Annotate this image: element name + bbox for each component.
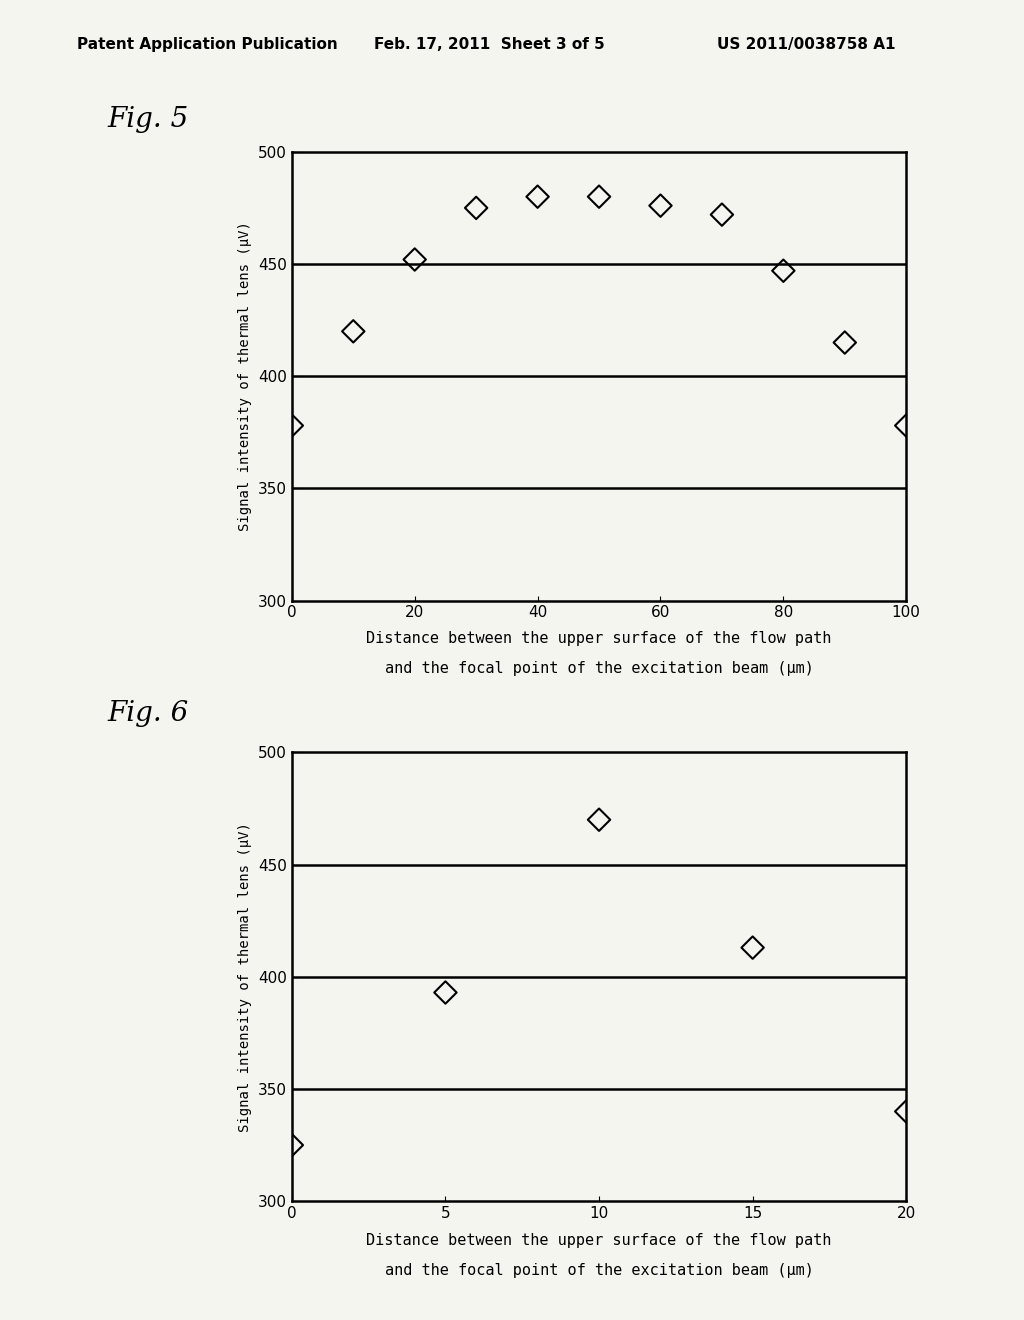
Y-axis label: Signal intensity of thermal lens (μV): Signal intensity of thermal lens (μV) bbox=[239, 822, 253, 1131]
Text: and the focal point of the excitation beam (μm): and the focal point of the excitation be… bbox=[385, 661, 813, 676]
Text: Patent Application Publication: Patent Application Publication bbox=[77, 37, 338, 51]
Point bbox=[775, 260, 792, 281]
Point bbox=[284, 1135, 300, 1156]
Text: US 2011/0038758 A1: US 2011/0038758 A1 bbox=[717, 37, 895, 51]
Text: Feb. 17, 2011  Sheet 3 of 5: Feb. 17, 2011 Sheet 3 of 5 bbox=[374, 37, 604, 51]
Point bbox=[437, 982, 454, 1003]
Point bbox=[284, 414, 300, 436]
Point bbox=[837, 331, 853, 352]
Point bbox=[345, 321, 361, 342]
Text: Fig. 6: Fig. 6 bbox=[108, 700, 188, 726]
Point bbox=[591, 186, 607, 207]
Point bbox=[652, 195, 669, 216]
Text: and the focal point of the excitation beam (μm): and the focal point of the excitation be… bbox=[385, 1263, 813, 1278]
Point bbox=[529, 186, 546, 207]
Point bbox=[468, 198, 484, 219]
Y-axis label: Signal intensity of thermal lens (μV): Signal intensity of thermal lens (μV) bbox=[239, 222, 253, 531]
Point bbox=[407, 249, 423, 271]
Text: Fig. 5: Fig. 5 bbox=[108, 106, 188, 132]
Point bbox=[714, 205, 730, 226]
Point bbox=[898, 414, 914, 436]
Text: Distance between the upper surface of the flow path: Distance between the upper surface of th… bbox=[367, 1233, 831, 1247]
Point bbox=[744, 937, 761, 958]
Point bbox=[591, 809, 607, 830]
Point bbox=[898, 1101, 914, 1122]
Text: Distance between the upper surface of the flow path: Distance between the upper surface of th… bbox=[367, 631, 831, 645]
